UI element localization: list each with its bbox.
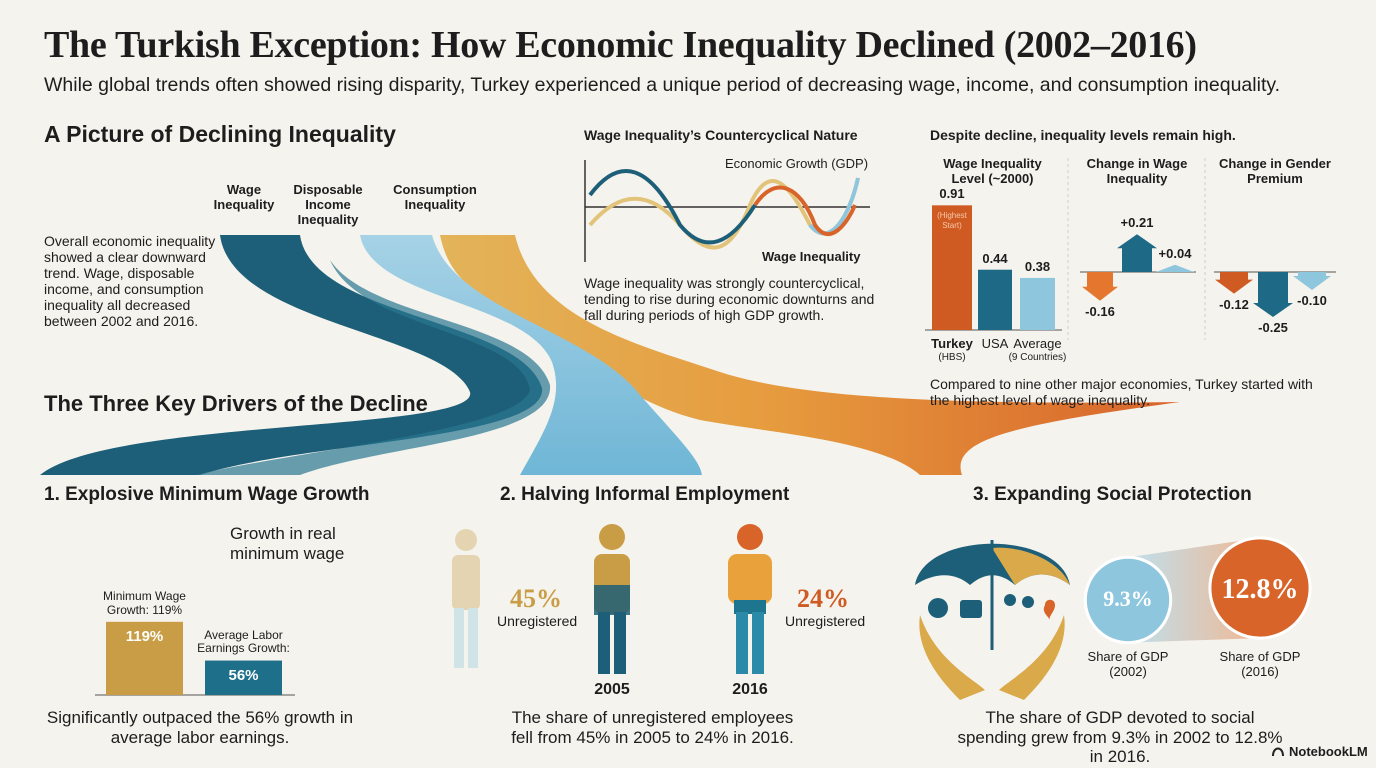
category-note: (HBS): [938, 352, 966, 363]
circle-label: 9.3%: [1103, 586, 1153, 611]
circle-caption: Share of GDP (2016): [1219, 649, 1301, 679]
change-arrow: [1253, 272, 1293, 317]
value-label: 56%: [228, 666, 259, 684]
category-label: USA: [981, 336, 1009, 351]
stream-gold: [440, 235, 1180, 475]
change-label: -0.10: [1297, 293, 1327, 308]
share-label: 24%: [797, 584, 849, 613]
paragraph: Wage inequality was strongly countercycl…: [584, 275, 875, 324]
circle-caption: Share of GDP (2002): [1087, 649, 1169, 679]
driver-heading: 3. Expanding Social Protection: [973, 484, 1252, 505]
change-arrow: [1117, 234, 1157, 272]
levels-title: Despite decline, inequality levels remai…: [930, 127, 1236, 143]
year-label: 2016: [732, 681, 768, 698]
change-label: +0.04: [1158, 245, 1192, 261]
bar: [205, 660, 282, 695]
stream-label: Disposable Income Inequality: [293, 182, 363, 227]
wage-wave: [588, 169, 757, 245]
bar-annotation: (Highest Start): [937, 211, 967, 230]
category-label: Average: [1013, 336, 1062, 351]
brand: NotebookLM: [1289, 744, 1368, 759]
bar: [932, 205, 972, 330]
year-label: 2005: [594, 681, 630, 698]
share-circle: [1208, 536, 1312, 640]
faded-person: [452, 529, 480, 668]
section-heading: A Picture of Declining Inequality: [44, 121, 396, 147]
change-label: -0.25: [1258, 320, 1288, 335]
subtitle: While global trends often showed rising …: [44, 74, 1281, 96]
stream-label: Consumption Inequality: [393, 182, 477, 212]
panel-title: Change in Wage Inequality: [1086, 156, 1188, 186]
paragraph: Overall economic inequality showed a cle…: [44, 233, 216, 330]
wage-wave: [753, 185, 857, 236]
brand-icon: [1272, 747, 1284, 757]
change-label: +0.21: [1120, 215, 1154, 231]
circle-label: 12.8%: [1221, 574, 1299, 605]
change-arrow: [1082, 272, 1118, 301]
title: The Turkish Exception: How Economic Ineq…: [44, 24, 1197, 66]
bar: [978, 269, 1012, 330]
value-label: 0.44: [982, 250, 1008, 266]
change-arrow: [1215, 272, 1253, 294]
stream-dark: [40, 235, 543, 475]
stream-label: Wage Inequality: [213, 182, 275, 212]
stream-light: [360, 235, 702, 475]
share-note: Unregistered: [785, 613, 866, 629]
panel-title: Wage Inequality Level (~2000): [943, 156, 1042, 186]
paragraph: Compared to nine other major economies, …: [930, 376, 1313, 409]
bar: [1020, 277, 1055, 330]
panel-title: Change in Gender Premium: [1219, 156, 1331, 186]
driver-heading: 1. Explosive Minimum Wage Growth: [44, 484, 370, 505]
gdp-wave: [808, 177, 860, 236]
wage-label: Wage Inequality: [762, 249, 861, 264]
paragraph: The share of GDP devoted to social spend…: [957, 708, 1283, 767]
bar-caption: Average Labor Earnings Growth:: [197, 627, 290, 656]
share-circle: [1083, 555, 1173, 645]
change-arrow: [1293, 272, 1331, 290]
chart-title: Growth in real minimum wage: [230, 524, 345, 563]
person-2005: [594, 524, 630, 674]
change-label: -0.12: [1219, 296, 1249, 312]
driver-heading: 2. Halving Informal Employment: [500, 484, 790, 505]
share-label: 45%: [510, 584, 562, 613]
section-heading: The Three Key Drivers of the Decline: [44, 391, 428, 416]
paragraph: The share of unregistered employees fell…: [511, 708, 794, 747]
share-note: Unregistered: [497, 613, 578, 629]
bar: [106, 621, 183, 695]
change-arrow: [1156, 264, 1194, 272]
value-label: 119%: [125, 627, 164, 645]
category-note: (9 Countries): [1008, 352, 1067, 363]
bar-caption: Minimum Wage Growth: 119%: [103, 588, 186, 617]
value-label: 0.38: [1024, 258, 1051, 274]
category-label: Turkey: [931, 336, 973, 351]
value-label: 0.91: [939, 186, 965, 202]
paragraph: Significantly outpaced the 56% growth in…: [46, 708, 354, 747]
person-2016: [728, 524, 772, 674]
change-label: -0.16: [1085, 303, 1115, 319]
umbrella-icon: [915, 540, 1070, 700]
gdp-label: Economic Growth (GDP): [725, 156, 869, 171]
cycle-title: Wage Inequality’s Countercyclical Nature: [584, 127, 858, 143]
